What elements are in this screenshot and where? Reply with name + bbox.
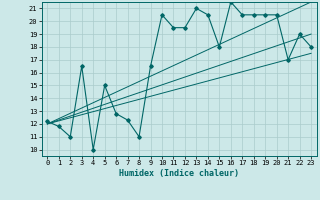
X-axis label: Humidex (Indice chaleur): Humidex (Indice chaleur) [119, 169, 239, 178]
